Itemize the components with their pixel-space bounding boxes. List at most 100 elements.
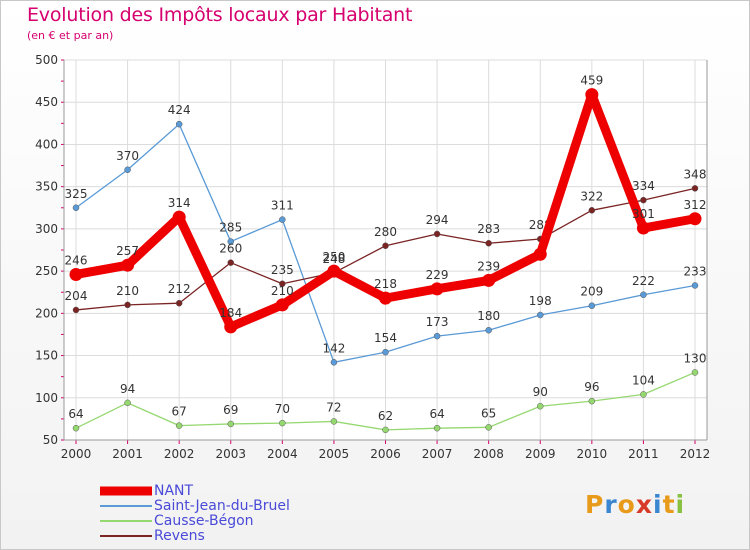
data-label-causse-begon: 62: [378, 409, 393, 423]
y-tick-label: 400: [35, 137, 58, 151]
data-point-causse-begon: [382, 426, 389, 434]
legend-item-revens[interactable]: Revens: [100, 529, 290, 544]
data-point-revens: [588, 207, 596, 214]
legend-label-saint-jean-du-bruel: Saint-Jean-du-Bruel: [154, 498, 290, 514]
legend-item-causse-begon[interactable]: Causse-Bégon: [100, 514, 290, 529]
legend-label-causse-begon: Causse-Bégon: [154, 513, 254, 529]
data-point-revens: [485, 239, 492, 247]
data-point-saint-jean-du-bruel: [537, 311, 544, 319]
data-point-revens: [382, 242, 389, 250]
data-label-saint-jean-du-bruel: 311: [271, 199, 294, 213]
logo-letter: P: [585, 490, 605, 519]
data-label-nant: 257: [116, 244, 139, 258]
data-point-nant: [121, 258, 135, 272]
x-tick-label: 2009: [525, 447, 556, 461]
legend-label-nant: NANT: [154, 483, 194, 499]
data-label-revens: 283: [477, 222, 500, 236]
data-label-nant: 301: [632, 207, 655, 221]
legend-swatch-revens: [100, 535, 152, 537]
y-tick-label: 450: [35, 95, 58, 109]
data-label-revens: 248: [322, 252, 345, 266]
x-tick-label: 2006: [370, 447, 401, 461]
data-point-causse-begon: [640, 391, 647, 398]
data-point-causse-begon: [175, 422, 183, 429]
data-label-saint-jean-du-bruel: 173: [426, 315, 449, 329]
data-point-causse-begon: [330, 418, 338, 425]
x-tick-label: 2011: [628, 447, 659, 461]
data-label-saint-jean-du-bruel: 180: [477, 309, 500, 323]
data-label-causse-begon: 90: [533, 385, 548, 399]
y-tick-label: 500: [35, 53, 58, 67]
data-label-saint-jean-du-bruel: 209: [580, 285, 603, 299]
data-label-revens: 348: [684, 167, 707, 181]
data-point-revens: [175, 299, 183, 307]
data-point-causse-begon: [433, 424, 441, 432]
data-point-revens: [279, 280, 286, 288]
x-tick-label: 2004: [267, 447, 298, 461]
x-tick-label: 2010: [577, 447, 608, 461]
data-point-nant: [688, 212, 702, 226]
data-point-nant: [172, 210, 186, 224]
data-point-nant: [379, 291, 392, 305]
x-tick-label: 2007: [422, 447, 453, 461]
logo-letter: r: [604, 490, 618, 519]
chart-subtitle: (en € et par an): [27, 29, 114, 42]
logo-letter: o: [617, 490, 636, 519]
chart-title: Evolution des Impôts locaux par Habitant: [27, 4, 413, 26]
data-label-causse-begon: 69: [223, 403, 238, 417]
legend-swatch-nant: [100, 486, 152, 496]
data-point-causse-begon: [691, 369, 699, 376]
data-label-saint-jean-du-bruel: 325: [65, 187, 88, 201]
data-point-nant: [224, 320, 238, 334]
data-label-saint-jean-du-bruel: 154: [374, 331, 397, 345]
data-point-saint-jean-du-bruel: [330, 359, 338, 366]
data-point-nant: [585, 88, 599, 102]
data-label-saint-jean-du-bruel: 222: [632, 274, 655, 288]
legend-label-revens: Revens: [154, 528, 205, 544]
legend-item-saint-jean-du-bruel[interactable]: Saint-Jean-du-Bruel: [100, 499, 290, 514]
data-point-causse-begon: [537, 402, 544, 410]
logo-letter: i: [675, 490, 686, 519]
data-label-saint-jean-du-bruel: 142: [322, 341, 345, 355]
data-point-saint-jean-du-bruel: [485, 326, 492, 334]
y-tick-label: 300: [35, 222, 58, 236]
data-label-causse-begon: 64: [429, 407, 444, 421]
data-point-revens: [227, 259, 234, 266]
data-label-nant: 218: [374, 277, 397, 291]
data-label-saint-jean-du-bruel: 198: [529, 294, 552, 308]
x-tick-label: 2005: [319, 447, 350, 461]
x-tick-label: 2008: [473, 447, 504, 461]
x-tick-label: 2002: [164, 447, 195, 461]
legend-swatch-saint-jean-du-bruel: [100, 505, 152, 507]
data-point-nant: [275, 298, 289, 312]
legend-item-nant[interactable]: NANT: [100, 484, 290, 499]
data-label-causse-begon: 64: [68, 407, 83, 421]
logo-letter: i: [653, 490, 663, 519]
data-point-revens: [72, 306, 80, 314]
data-label-nant: 246: [65, 253, 88, 267]
data-label-causse-begon: 72: [326, 400, 341, 414]
data-point-nant: [327, 264, 341, 278]
y-tick-label: 50: [43, 433, 58, 447]
data-label-saint-jean-du-bruel: 233: [684, 264, 707, 278]
data-label-causse-begon: 67: [172, 405, 187, 419]
x-tick-label: 2000: [61, 447, 92, 461]
legend-swatch-causse-begon: [100, 520, 152, 522]
data-point-saint-jean-du-bruel: [124, 166, 131, 174]
data-label-revens: 294: [426, 213, 449, 227]
data-point-revens: [124, 301, 131, 309]
y-tick-label: 200: [35, 306, 58, 320]
data-label-causse-begon: 96: [584, 380, 599, 394]
logo-letter: x: [635, 490, 653, 519]
data-point-saint-jean-du-bruel: [175, 120, 183, 128]
data-point-causse-begon: [124, 399, 131, 407]
data-point-causse-begon: [72, 424, 80, 432]
y-tick-label: 350: [35, 180, 58, 194]
data-label-nant: 184: [219, 306, 242, 320]
data-label-nant: 459: [580, 74, 603, 88]
data-point-nant: [482, 273, 496, 287]
data-label-causse-begon: 65: [481, 406, 496, 420]
data-label-revens: 204: [65, 289, 88, 303]
data-label-revens: 212: [168, 282, 191, 296]
